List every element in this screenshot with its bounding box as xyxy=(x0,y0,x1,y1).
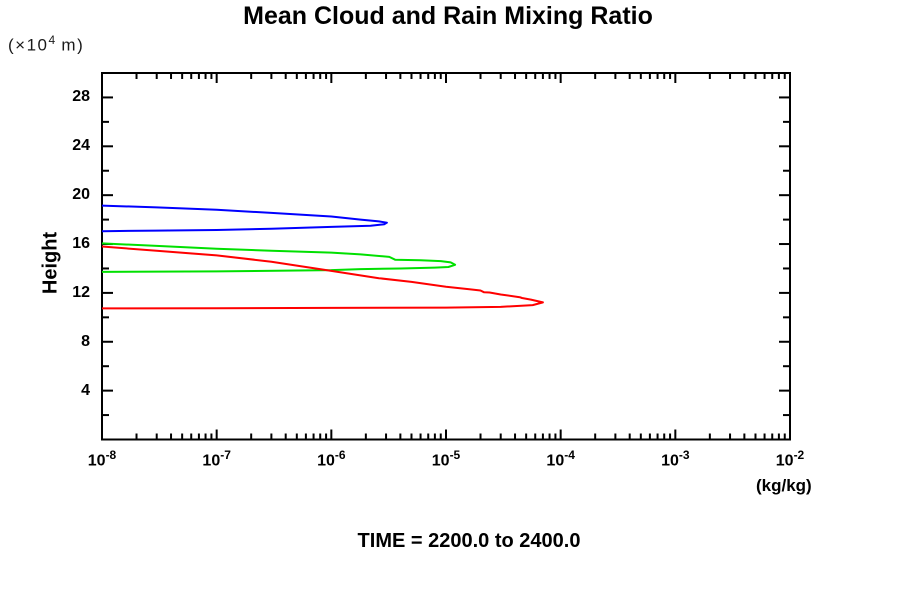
x-tick-label: 10-7 xyxy=(202,448,231,470)
chart-title: Mean Cloud and Rain Mixing Ratio xyxy=(243,2,653,30)
y-unit-exponent: 4 xyxy=(48,33,56,47)
y-tick-label: 12 xyxy=(72,283,90,301)
plot-frame xyxy=(101,72,791,441)
y-tick-label: 8 xyxy=(81,332,90,350)
y-tick-label: 16 xyxy=(72,235,90,253)
x-tick-label: 10-2 xyxy=(775,448,805,470)
x-axis-unit-label: (kg/kg) xyxy=(756,476,812,495)
blue-profile-curve xyxy=(101,204,388,233)
y-axis-unit-label: (×104 m) xyxy=(8,33,84,56)
x-tick-label: 10-5 xyxy=(431,448,461,470)
red-profile-curve xyxy=(101,245,544,310)
y-tick-label: 4 xyxy=(81,381,90,399)
x-tick-label: 10-6 xyxy=(317,448,346,470)
time-range-caption: TIME = 2200.0 to 2400.0 xyxy=(357,530,581,552)
y-unit-prefix: (×10 xyxy=(8,35,49,55)
green-profile-curve xyxy=(101,242,457,273)
x-tick-label: 10-3 xyxy=(661,448,690,470)
y-tick-label: 20 xyxy=(72,186,90,204)
y-tick-label: 24 xyxy=(72,137,90,155)
x-tick-label: 10-8 xyxy=(87,448,117,470)
y-tick-label: 28 xyxy=(72,88,90,106)
x-tick-label: 10-4 xyxy=(546,448,575,470)
y-unit-suffix: m) xyxy=(55,35,85,55)
